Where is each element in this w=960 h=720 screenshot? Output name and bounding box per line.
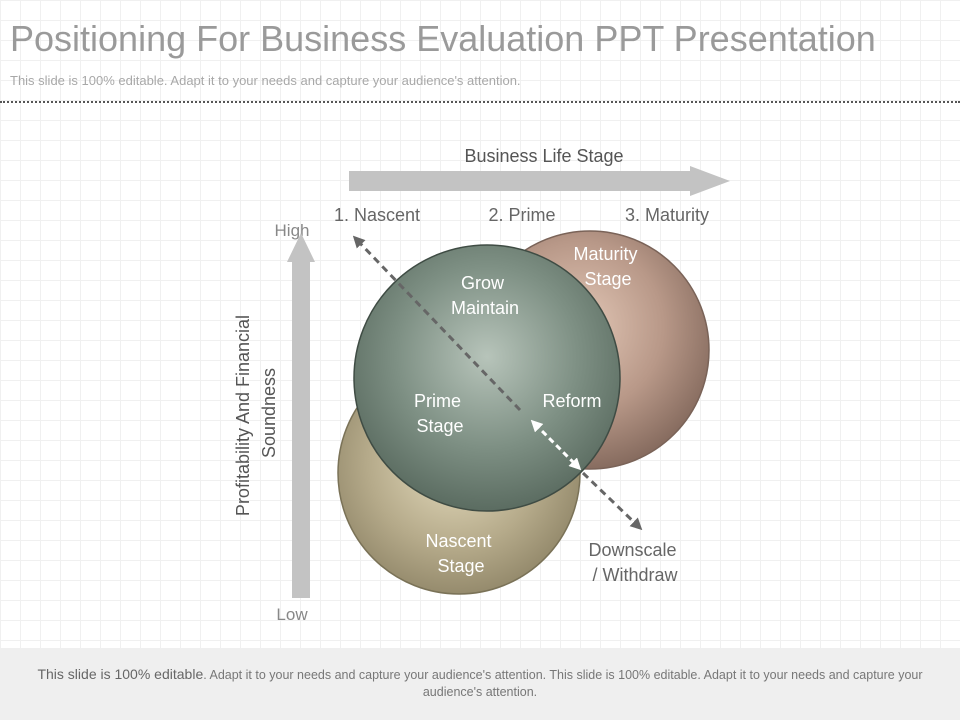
- x-axis-label: Business Life Stage: [464, 146, 623, 166]
- y-axis-label-line2: Soundness: [259, 368, 279, 458]
- stage-label-prime: 2. Prime: [488, 205, 555, 225]
- stage-label-nascent: 1. Nascent: [334, 205, 420, 225]
- y-axis-high-label: High: [275, 221, 310, 240]
- page-subtitle: This slide is 100% editable. Adapt it to…: [10, 73, 521, 88]
- business-life-stage-arrow: [349, 166, 730, 196]
- stage-label-maturity: 3. Maturity: [625, 205, 709, 225]
- reform-label: Reform: [542, 391, 601, 411]
- downscale-withdraw-label: Downscale / Withdraw: [588, 540, 681, 585]
- page-title: Positioning For Business Evaluation PPT …: [10, 18, 876, 59]
- diagonal-dashed-arrow-upper: [352, 235, 522, 412]
- footer-bar: [0, 648, 960, 720]
- prime-stage-label: Prime Stage: [414, 391, 466, 436]
- downscale-dashed-arrow: [581, 471, 643, 531]
- grow-maintain-label: Grow Maintain: [451, 273, 519, 318]
- y-axis-label-line1: Profitability And Financial: [233, 315, 253, 516]
- footer-body: . Adapt it to your needs and capture you…: [203, 668, 923, 699]
- y-axis-label: Profitability And Financial Soundness: [233, 310, 279, 516]
- y-axis-low-label: Low: [276, 605, 308, 624]
- profitability-arrow: [287, 233, 315, 598]
- nascent-stage-label: Nascent Stage: [425, 531, 496, 576]
- maturity-stage-label: Maturity Stage: [573, 244, 642, 289]
- footer-text: This slide is 100% editable. Adapt it to…: [10, 666, 950, 701]
- header-divider: [0, 101, 960, 103]
- footer-lead: This slide is 100% editable: [37, 666, 204, 682]
